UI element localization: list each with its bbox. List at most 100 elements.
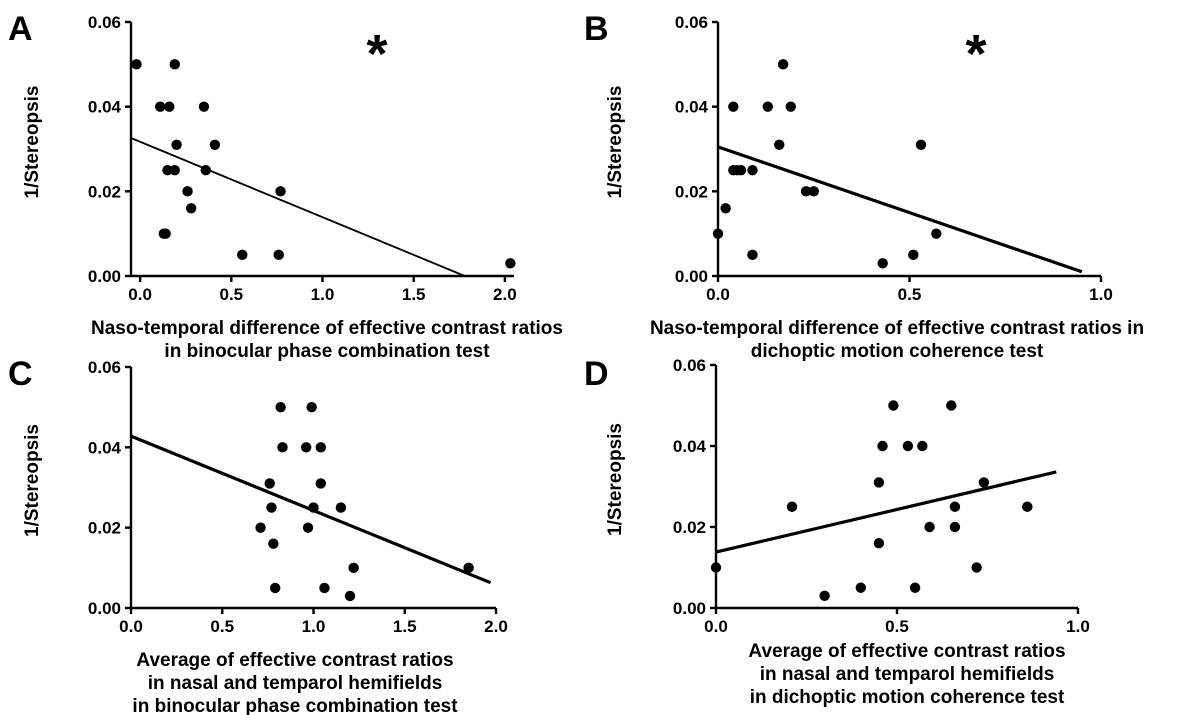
chart-0-data-point: [169, 164, 180, 176]
chart-2-data-point: [275, 401, 286, 413]
chart-1-y-tick-label: 0.02: [675, 182, 708, 201]
chart-0-data-point: [169, 59, 180, 70]
chart-3-panel-letter: D: [584, 355, 609, 393]
chart-2-y-axis-title: 1/Stereopsis: [22, 424, 43, 537]
chart-1-data-point: [777, 59, 789, 70]
chart-2-data-point: [344, 590, 356, 602]
chart-3-x-tick-label: 0.5: [885, 617, 909, 636]
chart-3-data-point: [786, 501, 798, 512]
chart-1-fit-line: [717, 145, 1083, 274]
chart-0-data-point: [162, 164, 173, 176]
chart-0-data-point: [182, 186, 193, 197]
chart-0-data-point: [237, 249, 248, 261]
chart-2-data-point: [308, 502, 319, 513]
chart-3-data-point: [949, 521, 961, 533]
chart-3-x-tick-label: 0.0: [704, 617, 728, 636]
chart-1-data-point: [747, 164, 758, 176]
chart-3-data-point: [873, 477, 885, 488]
chart-0-panel-letter: A: [8, 10, 33, 48]
chart-2-panel-letter: C: [8, 355, 33, 393]
chart-0-data-point: [131, 59, 142, 70]
chart-1-data-point: [785, 101, 796, 112]
chart-1-data-point: [800, 186, 812, 197]
chart-2-data-point: [348, 562, 359, 574]
chart-2-y-tick-label: 0.00: [88, 599, 121, 618]
chart-2-data-point: [315, 478, 326, 489]
chart-2-data-point: [266, 502, 277, 513]
chart-2-y-tick-label: 0.04: [88, 438, 122, 457]
chart-2-data-point: [306, 401, 317, 413]
chart-1-x-tick-label: 1.0: [1089, 285, 1113, 304]
chart-1-data-point: [720, 203, 731, 214]
chart-0-significance-star: *: [366, 24, 387, 84]
chart-2-data-point: [319, 582, 330, 594]
chart-3-x-axis-title: Average of effective contrast ratios in n…: [748, 641, 1065, 708]
chart-3-data-point: [924, 521, 935, 533]
chart-0-data-point: [273, 249, 284, 261]
chart-3-data-point: [873, 538, 885, 549]
chart-0-y-tick-label: 0.00: [88, 267, 121, 286]
chart-1-data-point: [712, 228, 724, 239]
chart-1-y-tick-label: 0.04: [675, 98, 709, 117]
chart-2-x-tick-label: 0.0: [119, 617, 143, 636]
chart-0-x-axis-title: Naso-temporal difference of effective co…: [91, 318, 563, 362]
chart-3-y-tick-label: 0.00: [673, 599, 706, 618]
chart-2-x-tick-label: 1.0: [302, 617, 326, 636]
chart-3-data-point: [902, 440, 914, 452]
chart-2-x-tick-label: 1.5: [393, 617, 417, 636]
chart-1-data-point: [877, 258, 888, 269]
chart-2-data-point: [302, 522, 314, 533]
chart-1-x-tick-label: 0.5: [898, 285, 922, 304]
chart-2-data-point: [268, 538, 279, 549]
chart-3-data-point: [949, 501, 961, 512]
chart-3-data-point: [710, 562, 722, 573]
chart-3-data-point: [971, 562, 982, 573]
chart-2-data-point: [269, 582, 281, 594]
chart-0-x-tick-label: 1.5: [402, 285, 426, 304]
chart-0-y-tick-label: 0.02: [88, 182, 121, 201]
chart-2-data-point: [255, 522, 266, 533]
chart-3-y-tick-label: 0.04: [673, 437, 707, 456]
chart-3-data-point: [946, 400, 957, 411]
chart-3-data-point: [855, 582, 866, 593]
chart-1-y-tick-label: 0.00: [675, 267, 708, 286]
chart-3-x-tick-label: 1.0: [1066, 617, 1090, 636]
chart-1-x-tick-label: 0.0: [706, 285, 730, 304]
chart-1-data-point: [931, 228, 942, 239]
chart-1-y-tick-label: 0.06: [675, 13, 708, 32]
chart-1-data-point: [808, 186, 819, 197]
chart-2-x-axis-title: Average of effective contrast ratios in n…: [132, 650, 458, 715]
chart-3-y-axis-title: 1/Stereopsis: [605, 423, 626, 536]
chart-0-data-point: [505, 258, 516, 269]
chart-2-x-tick-label: 0.5: [210, 617, 234, 636]
chart-3-y-tick-label: 0.06: [673, 356, 706, 375]
chart-1-data-point: [728, 101, 739, 112]
chart-3-data-point: [877, 440, 888, 452]
chart-0-x-tick-label: 0.5: [219, 285, 243, 304]
chart-0-y-tick-label: 0.06: [88, 13, 121, 32]
chart-0-data-point: [200, 164, 211, 176]
chart-1-data-point: [908, 249, 919, 261]
chart-0-y-tick-label: 0.04: [88, 98, 122, 117]
chart-3-data-point: [978, 477, 990, 488]
chart-0-x-tick-label: 2.0: [493, 285, 517, 304]
chart-0-x-tick-label: 1.0: [311, 285, 335, 304]
chart-0-data-point: [209, 139, 221, 150]
chart-2-data-point: [335, 502, 347, 513]
chart-3-fit-line: [715, 470, 1057, 554]
chart-1-data-point: [735, 164, 747, 176]
chart-3-data-point: [1022, 501, 1033, 512]
chart-2-data-point: [315, 442, 326, 453]
chart-0-x-tick-label: 0.0: [128, 285, 152, 304]
chart-2-y-tick-label: 0.06: [88, 358, 121, 377]
chart-3-data-point: [909, 582, 921, 593]
chart-0-data-point: [185, 203, 197, 214]
chart-1-panel-letter: B: [584, 10, 609, 48]
chart-0-data-point: [171, 139, 182, 150]
chart-1-significance-star: *: [965, 24, 986, 84]
chart-1-data-point: [774, 139, 785, 150]
chart-0-data-point: [154, 101, 166, 112]
chart-1-x-axis-title: Naso-temporal difference of effective co…: [650, 318, 1144, 362]
chart-3-y-tick-label: 0.02: [673, 518, 706, 537]
